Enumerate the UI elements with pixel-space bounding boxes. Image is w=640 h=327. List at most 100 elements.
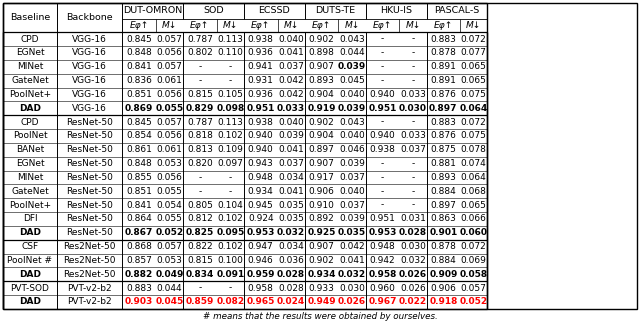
Text: -: - bbox=[381, 76, 384, 85]
Text: 0.030: 0.030 bbox=[400, 242, 426, 251]
Text: Res2Net-50: Res2Net-50 bbox=[63, 242, 116, 251]
Text: 0.805: 0.805 bbox=[187, 200, 212, 210]
Text: 0.841: 0.841 bbox=[126, 62, 152, 71]
Text: 0.042: 0.042 bbox=[278, 90, 304, 99]
Text: 0.848: 0.848 bbox=[126, 159, 152, 168]
Text: 0.851: 0.851 bbox=[126, 90, 152, 99]
Text: 0.056: 0.056 bbox=[157, 131, 182, 140]
Text: 0.026: 0.026 bbox=[338, 298, 366, 306]
Text: 0.030: 0.030 bbox=[399, 104, 427, 113]
Text: 0.875: 0.875 bbox=[430, 145, 456, 154]
Text: 0.057: 0.057 bbox=[157, 35, 182, 43]
Text: M↓: M↓ bbox=[284, 21, 299, 30]
Text: -: - bbox=[198, 173, 202, 182]
Text: 0.953: 0.953 bbox=[246, 228, 275, 237]
Text: -: - bbox=[198, 284, 202, 293]
Text: -: - bbox=[381, 159, 384, 168]
Text: M↓: M↓ bbox=[223, 21, 238, 30]
Text: 0.033: 0.033 bbox=[277, 104, 305, 113]
Text: 0.812: 0.812 bbox=[187, 215, 212, 223]
Text: 0.965: 0.965 bbox=[246, 298, 275, 306]
Text: 0.041: 0.041 bbox=[339, 256, 365, 265]
Text: 0.034: 0.034 bbox=[278, 173, 304, 182]
Text: ResNet-50: ResNet-50 bbox=[66, 131, 113, 140]
Text: 0.102: 0.102 bbox=[218, 131, 243, 140]
Text: 0.925: 0.925 bbox=[307, 228, 336, 237]
Text: 0.043: 0.043 bbox=[339, 35, 365, 43]
Text: 0.829: 0.829 bbox=[186, 104, 214, 113]
Text: 0.813: 0.813 bbox=[187, 145, 212, 154]
Text: 0.072: 0.072 bbox=[461, 242, 486, 251]
Text: 0.053: 0.053 bbox=[157, 256, 182, 265]
Text: DAD: DAD bbox=[19, 104, 41, 113]
Text: M↓: M↓ bbox=[162, 21, 177, 30]
Text: 0.055: 0.055 bbox=[157, 215, 182, 223]
Text: Res2Net-50: Res2Net-50 bbox=[63, 270, 116, 279]
Text: 0.893: 0.893 bbox=[308, 76, 335, 85]
Text: M↓: M↓ bbox=[466, 21, 481, 30]
Text: 0.058: 0.058 bbox=[460, 270, 488, 279]
Text: -: - bbox=[412, 159, 415, 168]
Text: -: - bbox=[228, 76, 232, 85]
Text: 0.940: 0.940 bbox=[248, 131, 273, 140]
Text: 0.057: 0.057 bbox=[157, 62, 182, 71]
Text: 0.039: 0.039 bbox=[339, 215, 365, 223]
Text: 0.102: 0.102 bbox=[218, 215, 243, 223]
Text: ResNet-50: ResNet-50 bbox=[66, 159, 113, 168]
Text: 0.934: 0.934 bbox=[248, 187, 273, 196]
Text: 0.854: 0.854 bbox=[126, 131, 152, 140]
Text: 0.936: 0.936 bbox=[248, 90, 274, 99]
Text: 0.031: 0.031 bbox=[400, 215, 426, 223]
Text: 0.897: 0.897 bbox=[429, 104, 458, 113]
Text: -: - bbox=[381, 187, 384, 196]
Text: 0.091: 0.091 bbox=[216, 270, 244, 279]
Text: 0.044: 0.044 bbox=[157, 284, 182, 293]
Text: 0.078: 0.078 bbox=[461, 145, 486, 154]
Text: 0.907: 0.907 bbox=[308, 62, 335, 71]
Text: Backbone: Backbone bbox=[66, 13, 113, 22]
Text: 0.033: 0.033 bbox=[400, 90, 426, 99]
Text: 0.035: 0.035 bbox=[278, 215, 304, 223]
Text: 0.897: 0.897 bbox=[430, 200, 456, 210]
Text: 0.056: 0.056 bbox=[157, 173, 182, 182]
Text: 0.037: 0.037 bbox=[278, 62, 304, 71]
Text: 0.082: 0.082 bbox=[216, 298, 244, 306]
Text: 0.845: 0.845 bbox=[126, 35, 152, 43]
Text: 0.906: 0.906 bbox=[308, 187, 335, 196]
Text: 0.876: 0.876 bbox=[430, 90, 456, 99]
Text: 0.109: 0.109 bbox=[218, 145, 243, 154]
Text: 0.042: 0.042 bbox=[278, 76, 304, 85]
Text: GateNet: GateNet bbox=[11, 76, 49, 85]
Text: 0.882: 0.882 bbox=[125, 270, 153, 279]
Text: 0.867: 0.867 bbox=[125, 228, 153, 237]
Text: 0.845: 0.845 bbox=[126, 118, 152, 127]
Text: 0.028: 0.028 bbox=[399, 228, 427, 237]
Text: 0.040: 0.040 bbox=[339, 131, 365, 140]
Text: 0.940: 0.940 bbox=[248, 145, 273, 154]
Text: 0.056: 0.056 bbox=[157, 90, 182, 99]
Text: -: - bbox=[228, 62, 232, 71]
Text: 0.820: 0.820 bbox=[187, 159, 212, 168]
Text: -: - bbox=[412, 118, 415, 127]
Text: -: - bbox=[412, 76, 415, 85]
Text: 0.897: 0.897 bbox=[308, 145, 335, 154]
Text: -: - bbox=[412, 48, 415, 58]
Text: ResNet-50: ResNet-50 bbox=[66, 145, 113, 154]
Text: 0.898: 0.898 bbox=[308, 48, 335, 58]
Text: -: - bbox=[198, 62, 202, 71]
Text: 0.909: 0.909 bbox=[429, 270, 458, 279]
Text: 0.940: 0.940 bbox=[369, 131, 396, 140]
Text: 0.818: 0.818 bbox=[187, 131, 212, 140]
Text: -: - bbox=[228, 187, 232, 196]
Text: 0.883: 0.883 bbox=[430, 35, 456, 43]
Text: 0.097: 0.097 bbox=[218, 159, 243, 168]
Text: 0.075: 0.075 bbox=[461, 90, 486, 99]
Text: 0.864: 0.864 bbox=[126, 215, 152, 223]
Text: 0.026: 0.026 bbox=[399, 270, 427, 279]
Text: -: - bbox=[381, 118, 384, 127]
Text: 0.042: 0.042 bbox=[339, 242, 365, 251]
Text: 0.934: 0.934 bbox=[307, 270, 336, 279]
Text: 0.884: 0.884 bbox=[431, 256, 456, 265]
Text: 0.959: 0.959 bbox=[246, 270, 275, 279]
Text: 0.907: 0.907 bbox=[308, 159, 335, 168]
